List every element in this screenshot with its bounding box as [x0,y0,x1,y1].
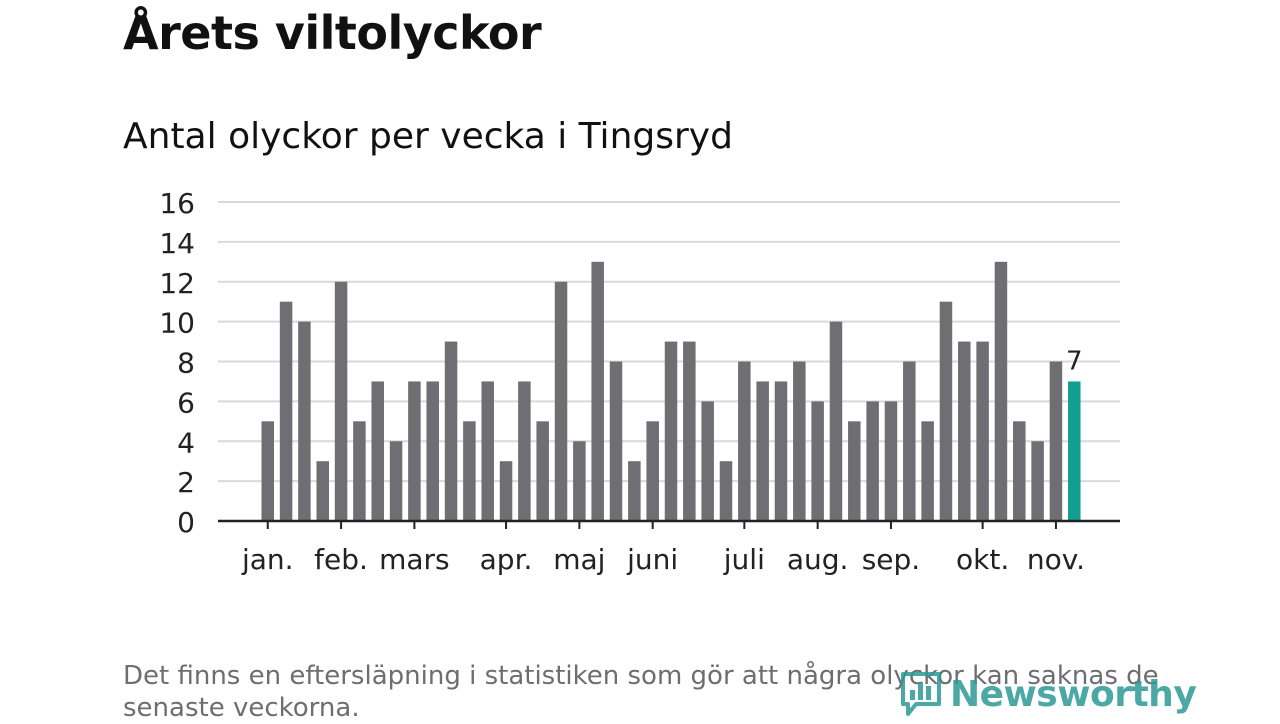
y-tick-label: 0 [177,506,195,539]
axes [218,519,1120,529]
x-month-label: okt. [956,543,1009,576]
bar [1013,421,1026,521]
bar [536,421,549,521]
bar-chart-icon [901,672,941,716]
bar [646,421,659,521]
bar [1049,361,1063,521]
bar [371,381,384,521]
bar [591,261,604,521]
bar [554,281,568,521]
x-month-label: feb. [314,543,368,576]
y-tick-label: 6 [177,386,195,419]
bar-current-week [1068,381,1081,521]
bar [903,361,916,521]
bar [994,261,1008,521]
bar [939,301,953,521]
chart-subtitle: Antal olyckor per vecka i Tingsryd [123,116,733,157]
bar [573,441,586,521]
bar [701,401,714,521]
bar [298,321,311,521]
y-tick-label: 14 [159,227,195,260]
bar [848,421,861,521]
bar [628,461,641,521]
bar [463,421,476,521]
bar [408,381,421,521]
x-month-label: mars [379,543,450,576]
x-month-label: juli [723,543,765,576]
y-tick-label: 8 [177,347,195,380]
bar [811,401,824,521]
bar [719,461,733,521]
y-tick-label: 16 [159,187,195,220]
newsworthy-logo: Newsworthy [900,670,1197,718]
bar [958,341,971,521]
bar [316,461,329,521]
bar [609,361,623,521]
bar [866,401,879,521]
bar [921,421,934,521]
bar [829,321,843,521]
footnote: Det finns en eftersläpning i statistiken… [123,661,1159,723]
current-week-value-label: 7 [1066,346,1083,376]
bar [664,341,678,521]
bar [444,341,458,521]
bar [976,341,989,521]
bar [481,381,494,521]
bar [884,401,898,521]
y-tick-label: 4 [177,426,195,459]
bar [279,301,293,521]
x-month-label: nov. [1027,543,1085,576]
y-tick-label: 2 [177,466,195,499]
x-month-label: apr. [480,543,533,576]
x-month-label: jan. [241,543,294,576]
bars [261,261,1081,521]
x-month-label: juni [626,543,678,576]
bar [426,381,439,521]
bar [683,341,696,521]
bar [1031,441,1044,521]
bar [261,421,274,521]
bar [389,441,403,521]
bar [738,361,751,521]
y-tick-label: 12 [159,267,195,300]
bar [334,281,348,521]
x-month-label: sep. [862,543,921,576]
bar [499,461,513,521]
bar [353,421,366,521]
weekly-accidents-bar-chart: 0 2 4 6 8 10 12 14 16 7 jan. feb. mars apr. maj juni jul… [159,187,1120,576]
y-tick-label: 10 [159,307,195,340]
page-title: Årets viltolyckor [123,6,542,60]
bar [756,381,769,521]
labels: 0 2 4 6 8 10 12 14 16 7 jan. feb. mars apr. maj juni jul… [159,187,1085,576]
x-month-label: maj [553,543,605,576]
brand-name: Newsworthy [950,673,1197,715]
bar [774,381,788,521]
bar [518,381,531,521]
x-month-label: aug. [787,543,849,576]
bar [793,361,806,521]
